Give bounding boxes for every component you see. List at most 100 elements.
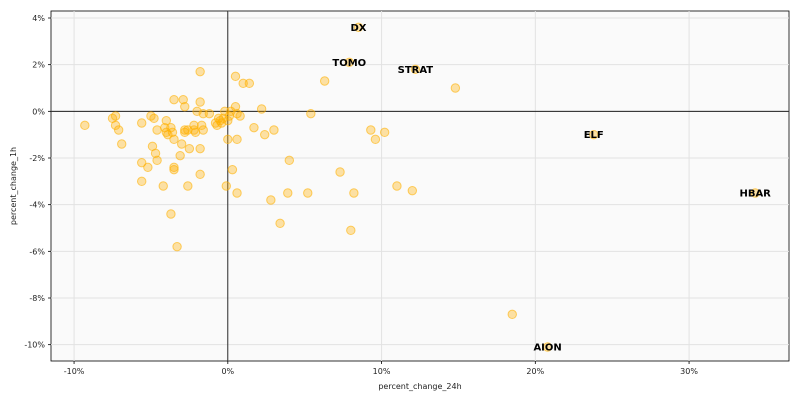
data-point	[137, 118, 147, 128]
data-point	[227, 164, 238, 175]
y-tick-label: -4%	[29, 201, 45, 210]
y-tick-label: 0%	[32, 107, 45, 116]
data-point	[407, 185, 418, 196]
point-label: DX	[350, 23, 366, 34]
data-point	[223, 134, 233, 145]
data-point	[161, 115, 172, 126]
data-point	[232, 134, 242, 145]
x-tick-label: 20%	[526, 367, 544, 376]
grid-lines	[51, 11, 789, 361]
data-point	[183, 181, 193, 191]
point-label: STRAT	[398, 65, 434, 76]
data-point	[230, 101, 241, 112]
data-point	[269, 125, 279, 135]
data-point	[366, 125, 376, 135]
data-point	[392, 181, 402, 191]
data-point	[184, 143, 195, 154]
data-point	[178, 94, 188, 105]
data-point	[230, 71, 241, 82]
data-point	[260, 129, 270, 140]
data-point	[283, 188, 293, 198]
data-point	[150, 148, 161, 159]
data-point	[266, 195, 276, 205]
labeled-data-point	[344, 57, 354, 68]
data-point	[176, 139, 187, 149]
data-point	[235, 111, 245, 121]
x-tick-label: 30%	[680, 367, 698, 376]
y-tick-label: -10%	[24, 341, 45, 350]
data-point	[450, 83, 461, 93]
y-tick-label: 2%	[32, 61, 45, 70]
data-point	[175, 150, 185, 161]
data-point	[244, 78, 255, 89]
data-point	[379, 127, 390, 138]
data-point	[198, 125, 208, 135]
point-labels: DX TOMO STRAT ELF HBAR AION	[332, 23, 771, 354]
data-point	[284, 155, 295, 166]
data-point	[195, 66, 205, 77]
data-point	[275, 218, 285, 229]
data-point	[169, 162, 179, 173]
data-point	[143, 162, 153, 173]
data-point	[110, 111, 121, 121]
labeled-data-point	[353, 22, 364, 33]
data-point	[256, 104, 267, 114]
data-point	[204, 108, 215, 119]
data-point	[190, 127, 201, 138]
y-axis-label: percent_change_1h	[9, 147, 18, 225]
y-tick-label: -8%	[29, 294, 45, 303]
data-point	[507, 309, 517, 320]
data-point	[319, 76, 330, 86]
data-point	[180, 125, 190, 135]
data-point	[346, 225, 356, 236]
data-point	[113, 125, 124, 135]
data-point	[158, 181, 168, 191]
data-point	[195, 169, 205, 180]
data-point	[169, 164, 179, 175]
y-tick-label: 4%	[32, 14, 45, 23]
x-tick-label: -10%	[64, 367, 85, 376]
data-point	[80, 120, 90, 131]
y-tick-label: -2%	[29, 154, 45, 163]
labeled-data-point	[410, 64, 421, 75]
point-label: HBAR	[739, 189, 771, 200]
x-axis-label: percent_change_24h	[378, 382, 461, 391]
data-point	[195, 143, 205, 154]
x-tick-label: 10%	[373, 367, 391, 376]
x-axis-ticks: -10% 0% 10% 20% 30%	[64, 361, 698, 376]
data-point	[212, 120, 222, 131]
data-point	[149, 113, 159, 124]
data-point	[303, 188, 313, 198]
point-label: ELF	[584, 130, 604, 141]
labeled-data-point	[750, 188, 760, 198]
data-point	[172, 241, 182, 252]
data-point	[221, 181, 231, 191]
data-point	[169, 94, 179, 105]
data-point	[117, 139, 127, 149]
data-point	[306, 108, 316, 119]
reference-lines	[51, 11, 789, 361]
data-point	[152, 155, 162, 166]
x-tick-label: 0%	[221, 367, 234, 376]
data-point	[152, 125, 162, 135]
point-label: AION	[533, 343, 561, 354]
labeled-data-point	[542, 342, 553, 352]
data-point	[232, 188, 242, 198]
data-point	[169, 134, 179, 145]
y-axis-ticks: 4% 2% 0% -2% -4% -6% -8% -10%	[24, 14, 51, 350]
data-point	[137, 176, 147, 187]
data-point	[110, 120, 121, 131]
data-point	[335, 167, 345, 177]
data-point	[195, 97, 205, 107]
data-point	[137, 157, 147, 168]
data-point	[166, 209, 176, 219]
point-label: TOMO	[332, 58, 366, 69]
data-point	[349, 188, 359, 198]
data-point	[249, 122, 259, 133]
scatter-points	[80, 22, 760, 352]
labeled-data-point	[589, 129, 599, 140]
data-point	[180, 101, 190, 112]
data-point	[167, 127, 178, 138]
